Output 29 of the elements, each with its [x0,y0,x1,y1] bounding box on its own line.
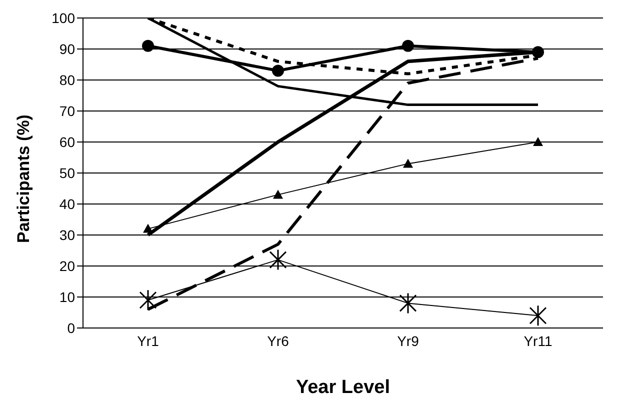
y-tick-label: 70 [59,102,76,119]
point [273,190,283,199]
point [529,304,547,326]
y-tick-label: 30 [59,226,76,243]
x-tick-label: Yr1 [137,332,160,349]
y-axis-title: Participants (%) [14,114,34,243]
point [269,249,287,271]
y-tick-label: 100 [52,10,76,26]
point [399,292,417,314]
point [142,40,154,52]
point [139,289,157,311]
y-tick-label: 90 [59,40,76,57]
point [533,137,543,146]
x-tick-label: Yr6 [267,332,290,349]
point [403,158,413,168]
y-tick-label: 60 [59,134,76,150]
point [143,224,153,233]
y-tick-label: 10 [59,288,76,305]
y-tick-label: 50 [59,164,76,181]
y-tick-label: 0 [67,320,76,336]
y-tick-label: 40 [59,196,76,212]
point [532,46,544,58]
point [272,64,284,77]
y-tick-label: 20 [59,258,76,274]
x-tick-label: Yr9 [397,332,420,349]
point [402,40,414,52]
x-axis-title: Year Level [296,377,390,398]
y-tick-label: 80 [59,72,76,88]
x-tick-label: Yr11 [524,332,552,349]
